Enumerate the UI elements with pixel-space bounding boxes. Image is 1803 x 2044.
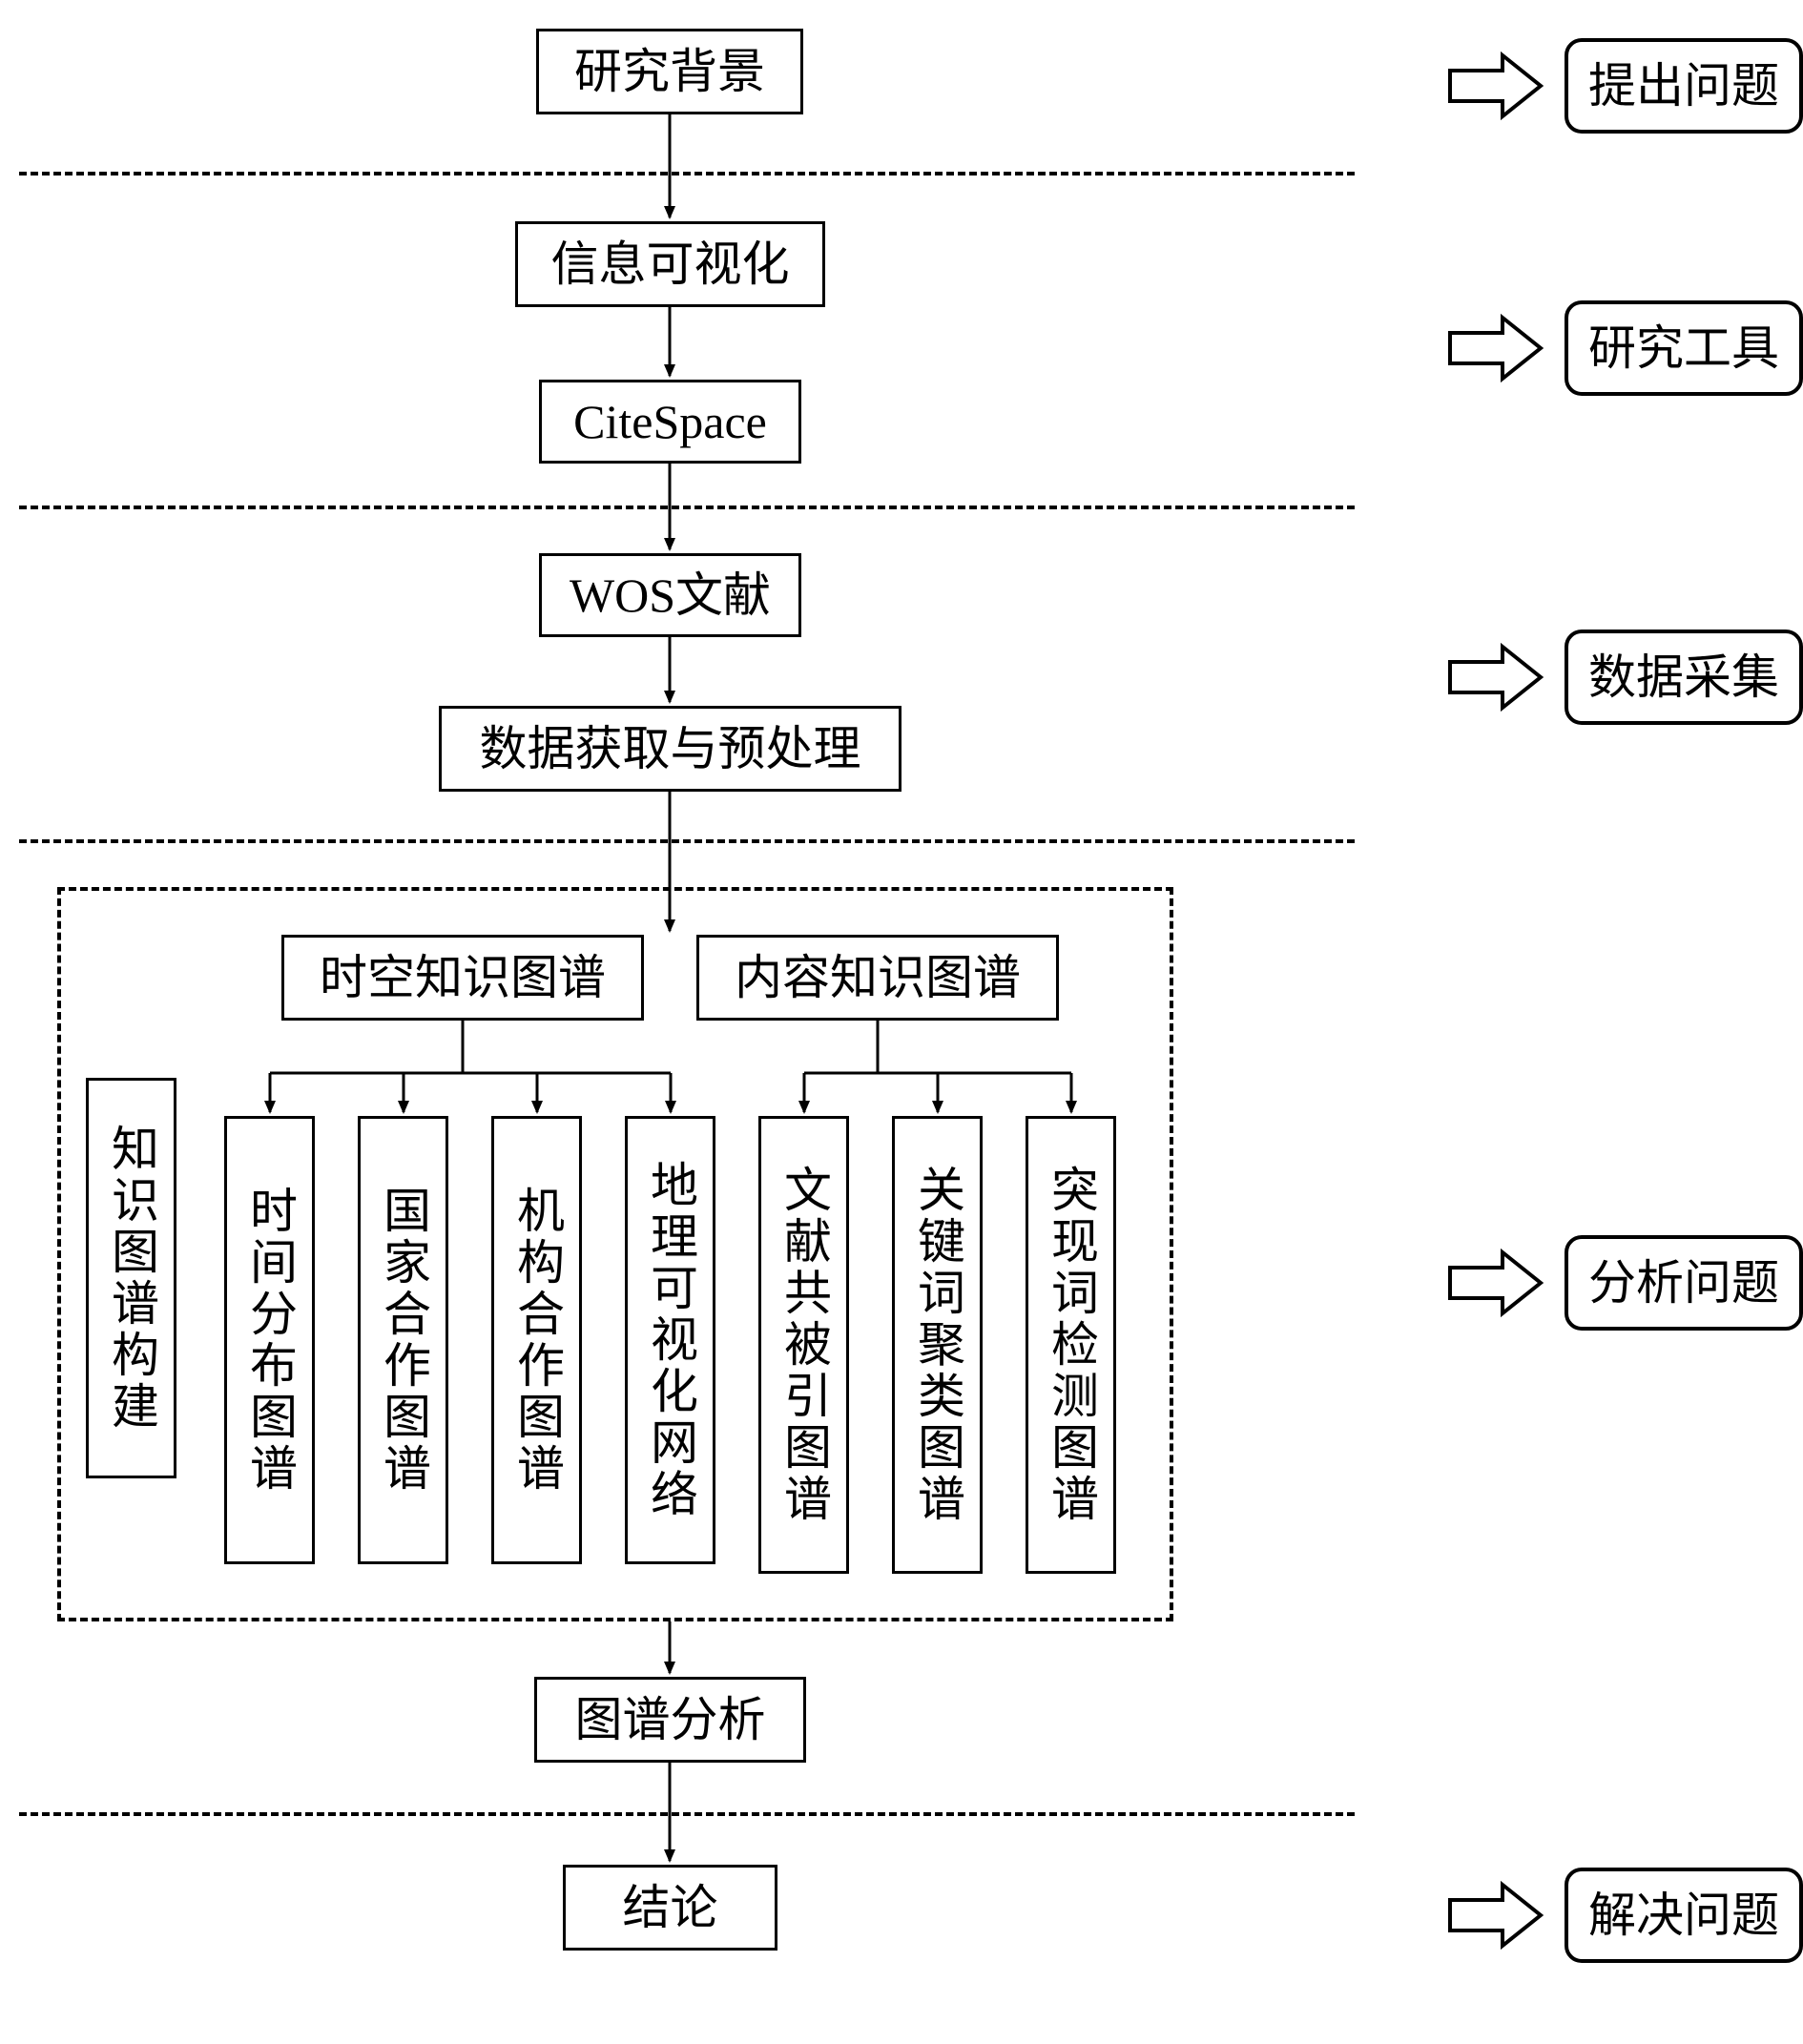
- node-label: 信息可视化: [551, 236, 790, 293]
- node-label: 机构合作图谱: [510, 1186, 563, 1495]
- stage-propose: 提出问题: [1565, 38, 1803, 134]
- stage-data: 数据采集: [1565, 630, 1803, 725]
- stage-arrow-icon: [1450, 647, 1541, 708]
- stage-label: 数据采集: [1588, 649, 1779, 706]
- node-knowledge-map-build: 知识图谱构建: [86, 1078, 176, 1478]
- node-label: 内容知识图谱: [735, 949, 1021, 1006]
- node-keyword-cluster: 关键词聚类图谱: [892, 1116, 983, 1574]
- node-citespace: CiteSpace: [539, 380, 801, 464]
- stage-arrow-icon: [1450, 1252, 1541, 1313]
- node-data-preprocess: 数据获取与预处理: [439, 706, 902, 792]
- node-country-coop: 国家合作图谱: [358, 1116, 448, 1564]
- stage-arrow-icon: [1450, 318, 1541, 379]
- node-label: 数据获取与预处理: [480, 720, 861, 777]
- node-burst-detect: 突现词检测图谱: [1026, 1116, 1116, 1574]
- node-label: WOS文献: [570, 567, 771, 624]
- node-time-dist: 时间分布图谱: [224, 1116, 315, 1564]
- node-cocitation: 文献共被引图谱: [758, 1116, 849, 1574]
- node-label: 时间分布图谱: [243, 1186, 296, 1495]
- node-label: 地理可视化网络: [644, 1160, 696, 1520]
- node-label: 结论: [623, 1879, 718, 1936]
- node-research-background: 研究背景: [536, 29, 803, 114]
- node-label: 图谱分析: [575, 1691, 766, 1748]
- node-label: 文献共被引图谱: [777, 1165, 830, 1525]
- section-divider: [19, 1812, 1355, 1816]
- section-divider: [19, 172, 1355, 175]
- node-label: 国家合作图谱: [377, 1186, 429, 1495]
- stage-label: 解决问题: [1588, 1887, 1779, 1944]
- stage-arrow-icon: [1450, 1885, 1541, 1946]
- node-inst-coop: 机构合作图谱: [491, 1116, 582, 1564]
- flowchart-canvas: 研究背景 信息可视化 CiteSpace WOS文献 数据获取与预处理 时空知识…: [0, 0, 1803, 2044]
- node-label: 知识图谱构建: [105, 1124, 157, 1433]
- node-label: CiteSpace: [573, 393, 767, 450]
- stage-label: 提出问题: [1588, 57, 1779, 114]
- section-divider: [19, 506, 1355, 509]
- stage-arrow-icon: [1450, 55, 1541, 116]
- stage-tools: 研究工具: [1565, 300, 1803, 396]
- node-label: 突现词检测图谱: [1045, 1165, 1097, 1525]
- node-info-visualization: 信息可视化: [515, 221, 825, 307]
- node-conclusion: 结论: [563, 1865, 777, 1951]
- stage-solve: 解决问题: [1565, 1868, 1803, 1963]
- node-label: 研究背景: [574, 43, 765, 100]
- section-divider: [19, 839, 1355, 843]
- node-geo-net: 地理可视化网络: [625, 1116, 715, 1564]
- stage-analyze: 分析问题: [1565, 1235, 1803, 1331]
- node-content-map: 内容知识图谱: [696, 935, 1059, 1021]
- node-wos: WOS文献: [539, 553, 801, 637]
- stage-label: 研究工具: [1588, 320, 1779, 377]
- node-label: 关键词聚类图谱: [911, 1165, 964, 1525]
- node-map-analysis: 图谱分析: [534, 1677, 806, 1763]
- node-spatiotemporal-map: 时空知识图谱: [281, 935, 644, 1021]
- stage-label: 分析问题: [1588, 1254, 1779, 1311]
- node-label: 时空知识图谱: [320, 949, 606, 1006]
